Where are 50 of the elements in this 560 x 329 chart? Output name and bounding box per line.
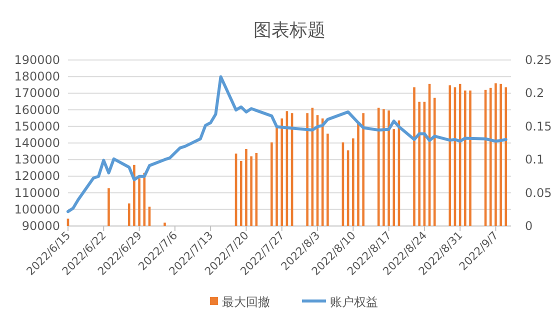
bar (500, 84, 502, 226)
bar (377, 108, 380, 226)
y2-tick-label: 0.05 (525, 186, 552, 200)
y2-tick-label: 0.25 (525, 53, 552, 67)
bar (418, 102, 420, 226)
bar (352, 138, 354, 226)
bar (133, 164, 136, 226)
y-tick-label: 130000 (14, 152, 60, 167)
bar (250, 156, 252, 226)
y-tick-label: 180000 (14, 70, 60, 84)
bar (164, 222, 166, 226)
bar (108, 188, 110, 226)
y-tick-label: 90000 (22, 219, 60, 233)
y-tick-label: 100000 (14, 202, 60, 216)
line-series (66, 75, 508, 214)
bar (138, 178, 140, 226)
bar (392, 129, 396, 226)
y-tick-label: 150000 (14, 119, 60, 134)
bar (357, 122, 360, 226)
bar (362, 113, 364, 226)
bar (280, 118, 284, 226)
bar (433, 98, 436, 226)
chart-title: 图表标题 (254, 20, 326, 41)
bar (489, 88, 492, 226)
bar (270, 142, 273, 226)
y-tick-label: 120000 (14, 169, 60, 184)
bar (245, 148, 248, 226)
y-tick-label: 110000 (14, 186, 60, 200)
bar (306, 113, 308, 226)
bar (143, 172, 146, 226)
legend-label: 最大回撤 (222, 295, 270, 309)
y2-tick-label: 0.2 (525, 86, 544, 100)
bar (494, 83, 497, 226)
y-tick-label: 160000 (14, 102, 60, 117)
legend-label: 账户权益 (330, 295, 378, 309)
bar (469, 90, 472, 226)
y-tick-label: 170000 (14, 86, 60, 100)
bar (240, 160, 242, 226)
y2-tick-label: 0.15 (525, 119, 552, 134)
bar (382, 109, 385, 226)
bar (388, 110, 390, 226)
y2-tick-label: 0 (525, 219, 533, 233)
bar (276, 127, 278, 226)
y2-tick-label: 0.1 (525, 152, 544, 167)
bar (413, 87, 416, 226)
bar (326, 134, 329, 226)
y-tick-label: 140000 (14, 136, 60, 150)
bar (464, 90, 466, 226)
y-tick-label: 190000 (14, 53, 60, 67)
bar (66, 218, 70, 226)
